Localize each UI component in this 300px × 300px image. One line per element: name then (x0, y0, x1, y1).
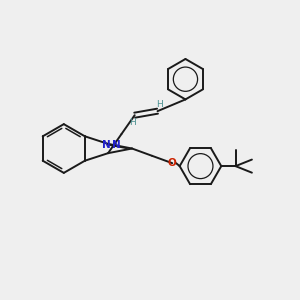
Text: N: N (112, 140, 121, 150)
Text: H: H (130, 118, 136, 127)
Text: H: H (156, 100, 163, 109)
Text: N: N (102, 140, 111, 150)
Text: O: O (168, 158, 177, 168)
